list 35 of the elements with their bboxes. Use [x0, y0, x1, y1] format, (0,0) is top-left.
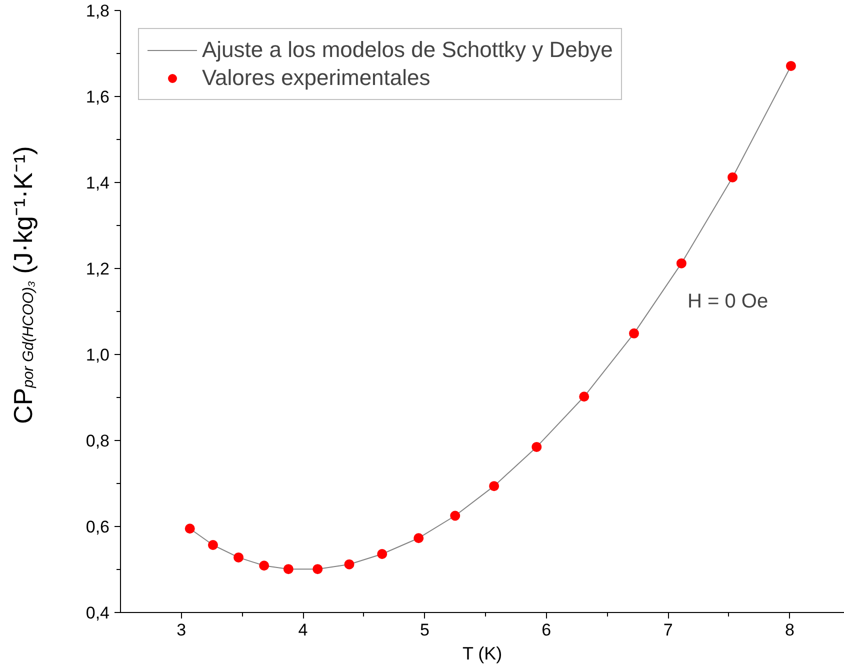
x-tick-label: 6	[542, 620, 552, 640]
point	[414, 533, 424, 544]
point	[489, 481, 500, 492]
point	[579, 392, 590, 402]
point	[377, 549, 388, 560]
x-tick-label: 7	[663, 620, 673, 640]
point	[184, 524, 195, 534]
point	[259, 560, 270, 571]
y-tick-label: 1,2	[86, 260, 110, 278]
y-tick-label: 1,0	[86, 346, 110, 364]
y-tick-label: 1,6	[86, 88, 110, 106]
x-tick-label: 8	[785, 620, 794, 640]
point	[628, 328, 639, 338]
point	[786, 60, 796, 71]
y-tick-label: 0,4	[86, 604, 110, 622]
x-tick-label: 3	[176, 620, 186, 640]
legend-label: Valores experimentales	[202, 65, 430, 91]
point	[532, 442, 542, 452]
y-tick-label: 0,6	[86, 518, 110, 536]
legend-label: Ajuste a los modelos de Schottky y Debye	[202, 37, 613, 63]
y-tick-label: 1,8	[86, 2, 110, 20]
point	[344, 559, 354, 570]
x-tick-label: 5	[420, 620, 430, 640]
point	[234, 552, 244, 562]
point	[312, 564, 323, 574]
y-tick-label: 0,8	[86, 432, 110, 450]
annotation: H = 0 Oe	[688, 290, 768, 312]
x-axis-title: T (K)	[462, 644, 502, 664]
point	[208, 540, 218, 550]
y-tick-label: 1,4	[86, 174, 110, 192]
point	[676, 258, 686, 268]
point	[728, 172, 738, 182]
point	[283, 564, 294, 574]
x-tick-label: 4	[298, 620, 308, 640]
point	[450, 510, 460, 521]
